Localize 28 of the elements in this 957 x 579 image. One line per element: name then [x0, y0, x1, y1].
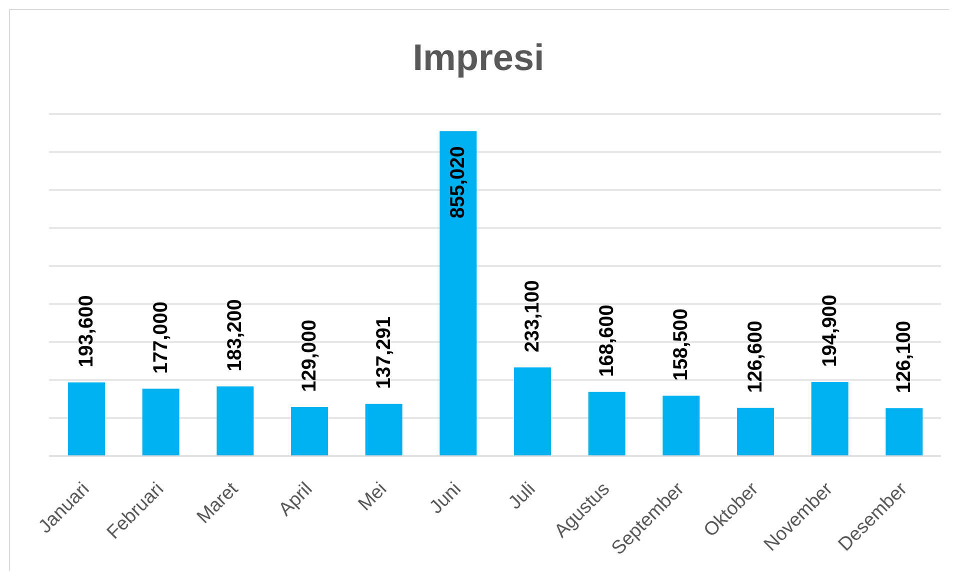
bar [737, 408, 774, 456]
data-label: 193,600 [76, 295, 98, 368]
bar [662, 396, 700, 456]
data-label: 126,100 [893, 320, 916, 394]
bar [142, 388, 180, 456]
data-label: 177,000 [150, 301, 172, 374]
data-label: 183,200 [224, 299, 246, 372]
x-tick-label: Juli [504, 478, 540, 514]
bar [440, 131, 477, 456]
bar [588, 392, 626, 456]
bar [68, 382, 105, 456]
data-label: 233,100 [522, 280, 544, 352]
bar [886, 408, 923, 456]
bar [811, 382, 848, 456]
data-label: 129,000 [298, 320, 320, 392]
bar [365, 404, 402, 456]
data-label: 194,900 [818, 294, 841, 367]
data-label: 137,291 [372, 316, 395, 389]
data-label: 168,600 [596, 304, 618, 377]
data-label: 158,500 [670, 308, 692, 381]
x-tick-label: Mei [354, 478, 392, 516]
chart-title: Impresi [412, 36, 546, 80]
x-tick-label: Juni [426, 478, 466, 518]
bar [291, 406, 328, 456]
data-label: 126,600 [744, 320, 766, 393]
data-label: 855,020 [447, 146, 470, 218]
bar [514, 367, 551, 456]
bar [216, 386, 254, 456]
